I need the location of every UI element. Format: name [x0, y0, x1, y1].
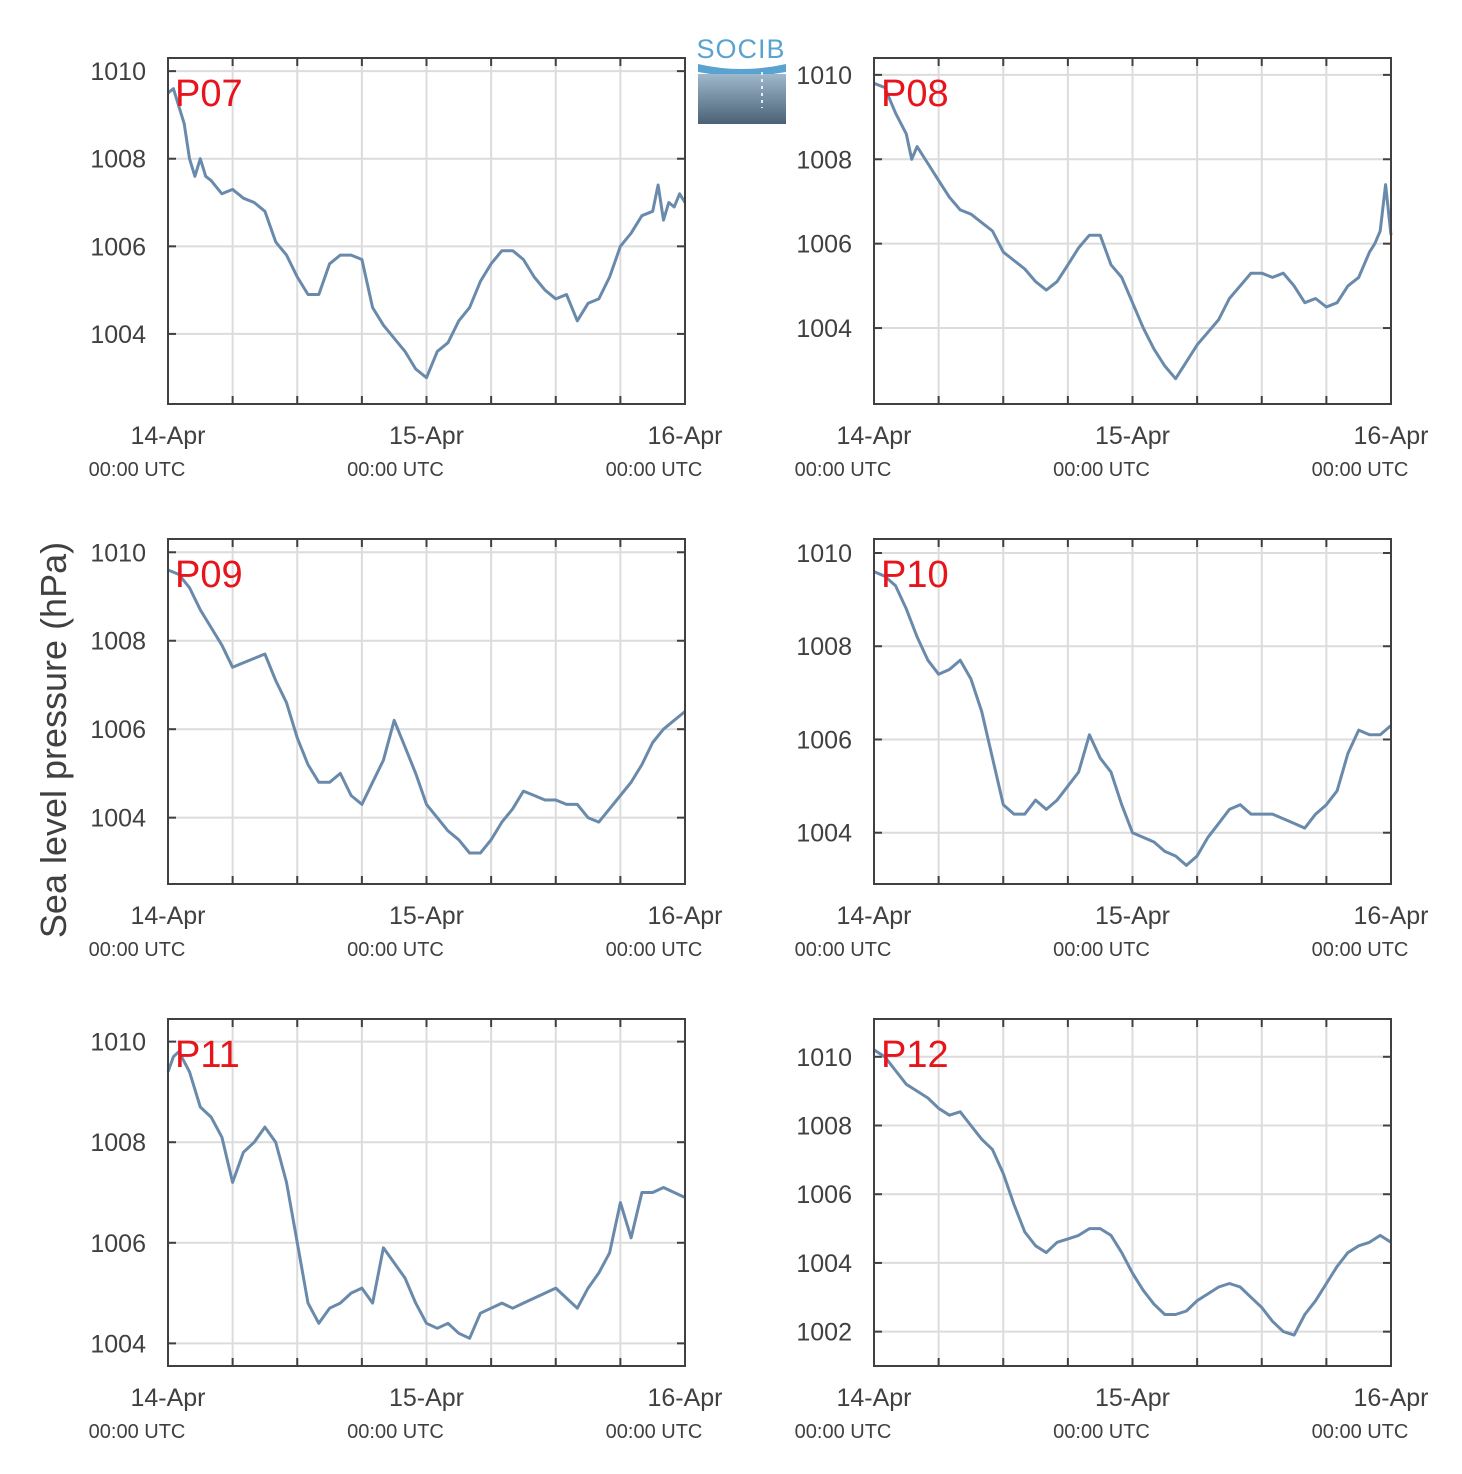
x-tick-label: 14-Apr	[836, 902, 911, 930]
x-tick-sublabel: 00:00 UTC	[1053, 1421, 1150, 1443]
x-tick-label: 15-Apr	[1095, 902, 1170, 930]
x-tick-sublabel: 00:00 UTC	[347, 459, 444, 481]
data-line-p09	[167, 568, 686, 855]
panels: 1004 1006 1008 1010 14-Apr 00:00 UTC 15-Apr 00:…	[89, 57, 1429, 1443]
x-tick-sublabel: 00:00 UTC	[606, 459, 703, 481]
y-tick-label: 1008	[90, 1129, 146, 1157]
y-tick-label: 1002	[796, 1319, 852, 1347]
y-tick-label: 1008	[796, 1113, 852, 1141]
y-tick-label: 1008	[90, 628, 146, 656]
chart-panel-p11: 1004 1006 1008 1010 14-Apr 00:00 UTC 15-Apr 00:…	[89, 1018, 723, 1443]
chart-panel-p08: 1004 1006 1008 1010 14-Apr 00:00 UTC 15-Apr 00:…	[795, 57, 1429, 481]
y-tick-label: 1004	[796, 820, 852, 848]
x-tick-sublabel: 00:00 UTC	[606, 939, 703, 961]
socib-logo: SOCIB	[696, 34, 786, 124]
chart-panel-p10: 1004 1006 1008 1010 14-Apr 00:00 UTC 15-Apr 00:…	[795, 538, 1429, 961]
y-tick-label: 1008	[796, 633, 852, 661]
x-tick-sublabel: 00:00 UTC	[89, 1421, 186, 1443]
panel-label: P08	[881, 73, 949, 115]
y-tick-label: 1010	[796, 540, 852, 568]
x-tick-sublabel: 00:00 UTC	[1053, 939, 1150, 961]
y-tick-label: 1010	[90, 539, 146, 567]
y-tick-label: 1006	[796, 726, 852, 754]
x-tick-sublabel: 00:00 UTC	[1312, 1421, 1409, 1443]
logo-wave	[698, 64, 786, 76]
x-tick-sublabel: 00:00 UTC	[89, 939, 186, 961]
x-tick-label: 15-Apr	[389, 1384, 464, 1412]
panel-label: P09	[175, 554, 243, 596]
x-tick-sublabel: 00:00 UTC	[347, 939, 444, 961]
x-tick-sublabel: 00:00 UTC	[1312, 459, 1409, 481]
plot-frame	[873, 538, 1392, 885]
chart-panel-p09: 1004 1006 1008 1010 14-Apr 00:00 UTC 15-Apr 00:…	[89, 538, 723, 961]
data-line-p07	[167, 87, 687, 380]
x-tick-label: 14-Apr	[836, 422, 911, 450]
x-tick-label: 16-Apr	[647, 422, 722, 450]
x-tick-label: 16-Apr	[647, 1384, 722, 1412]
x-tick-label: 14-Apr	[130, 1384, 205, 1412]
x-tick-label: 16-Apr	[1353, 902, 1428, 930]
y-tick-label: 1010	[796, 62, 852, 90]
x-tick-label: 15-Apr	[1095, 422, 1170, 450]
y-tick-label: 1006	[796, 231, 852, 259]
y-tick-label: 1006	[90, 1230, 146, 1258]
x-tick-label: 15-Apr	[389, 422, 464, 450]
y-tick-label: 1010	[90, 1029, 146, 1057]
data-line-p12	[873, 1048, 1392, 1337]
y-tick-label: 1004	[90, 805, 146, 833]
x-tick-label: 15-Apr	[1095, 1384, 1170, 1412]
logo-block	[698, 74, 786, 124]
y-axis-label: Sea level pressure (hPa)	[33, 542, 74, 938]
x-tick-sublabel: 00:00 UTC	[795, 459, 892, 481]
x-tick-label: 16-Apr	[647, 902, 722, 930]
y-tick-label: 1006	[796, 1181, 852, 1209]
x-tick-label: 14-Apr	[836, 1384, 911, 1412]
y-tick-label: 1010	[90, 58, 146, 86]
data-line-p08	[873, 81, 1393, 381]
chart-panel-p12: 1002 1004 1006 1008 1010 14-Apr 00:00 UTC 15-Ap…	[795, 1018, 1429, 1443]
panel-label: P12	[881, 1034, 949, 1076]
x-tick-sublabel: 00:00 UTC	[795, 1421, 892, 1443]
y-tick-label: 1006	[90, 233, 146, 261]
plot-frame	[873, 57, 1392, 405]
data-line-p11	[166, 1050, 686, 1340]
y-tick-label: 1006	[90, 716, 146, 744]
plot-frame	[167, 57, 686, 405]
y-tick-label: 1004	[90, 1330, 146, 1358]
x-tick-label: 15-Apr	[389, 902, 464, 930]
x-tick-label: 14-Apr	[130, 422, 205, 450]
x-tick-sublabel: 00:00 UTC	[1053, 459, 1150, 481]
y-tick-label: 1008	[796, 146, 852, 174]
y-tick-label: 1008	[90, 146, 146, 174]
x-tick-sublabel: 00:00 UTC	[795, 939, 892, 961]
panel-label: P11	[175, 1034, 240, 1076]
x-tick-sublabel: 00:00 UTC	[1312, 939, 1409, 961]
x-tick-label: 16-Apr	[1353, 422, 1428, 450]
x-tick-sublabel: 00:00 UTC	[347, 1421, 444, 1443]
plot-frame	[873, 1018, 1392, 1367]
x-tick-label: 16-Apr	[1353, 1384, 1428, 1412]
plot-frame	[167, 1018, 686, 1367]
x-tick-sublabel: 00:00 UTC	[606, 1421, 703, 1443]
panel-label: P07	[175, 73, 243, 115]
data-line-p10	[873, 570, 1392, 867]
panel-label: P10	[881, 554, 949, 596]
y-tick-label: 1010	[796, 1044, 852, 1072]
y-tick-label: 1004	[90, 321, 146, 349]
y-tick-label: 1004	[796, 1250, 852, 1278]
logo-text: SOCIB	[696, 34, 785, 64]
y-tick-label: 1004	[796, 315, 852, 343]
x-tick-sublabel: 00:00 UTC	[89, 459, 186, 481]
chart-panel-p07: 1004 1006 1008 1010 14-Apr 00:00 UTC 15-Apr 00:…	[89, 57, 723, 481]
x-tick-label: 14-Apr	[130, 902, 205, 930]
plot-frame	[167, 538, 686, 885]
